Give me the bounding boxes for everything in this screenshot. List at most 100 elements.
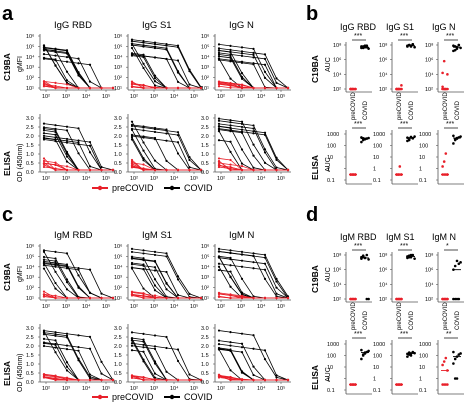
y-tick-label: 10⁵ <box>201 43 209 50</box>
precovid-series-line-point <box>54 161 57 164</box>
covid-series-line-point <box>65 280 69 284</box>
covid-series-line-point <box>176 59 180 62</box>
x-tick-label: 10² <box>217 176 225 182</box>
y-tick-label: 1.0 <box>114 362 122 368</box>
precovid-series-line-point <box>176 296 180 300</box>
x-tick-label: 10⁵ <box>102 303 110 310</box>
y-tick-label: 0.0 <box>114 380 122 386</box>
covid-point <box>453 48 457 52</box>
precovid-series-line-point <box>54 377 57 380</box>
covid-series-line-point <box>42 134 46 137</box>
y-tick-label: 10⁶ <box>333 57 341 64</box>
precovid-series-line-point <box>100 296 103 300</box>
covid-series-line-point <box>88 377 92 380</box>
precovid-point <box>446 73 449 76</box>
precovid-series-line-point <box>100 86 103 90</box>
covid-series-line <box>131 139 201 171</box>
covid-series-line-point <box>42 261 46 265</box>
covid-series-line-point <box>217 125 221 128</box>
x-tick-label: 10³ <box>150 304 158 310</box>
covid-series-line-point <box>229 48 232 51</box>
precovid-series-line-point <box>65 86 69 90</box>
x-tick-label: 10⁵ <box>102 385 110 392</box>
covid-series-line-point <box>188 158 191 162</box>
covid-series-line-point <box>42 53 46 56</box>
covid-series-line-point <box>153 260 157 263</box>
x-tick-label: 10⁴ <box>170 93 179 100</box>
y-tick-label: 0.5 <box>114 371 122 377</box>
covid-series-line-point <box>217 247 221 250</box>
y-tick-label: 10² <box>425 87 433 93</box>
x-tick-label: 10⁵ <box>277 175 285 182</box>
covid-point <box>411 42 415 46</box>
y-tick-label: 1.0 <box>201 152 209 158</box>
covid-series-line-point <box>188 292 191 295</box>
y-tick-label: 2.0 <box>201 344 209 350</box>
y-tick-label: 2.5 <box>201 335 209 341</box>
covid-series-line-point <box>142 257 145 260</box>
covid-series-line-point <box>217 47 221 50</box>
y-tick-label: 10² <box>114 286 122 292</box>
precovid-series-line-point <box>176 168 180 172</box>
y-tick-label: 10⁴ <box>333 281 342 288</box>
row-label-c19ba: C19BA <box>310 265 320 293</box>
column-title: IgM RBD <box>340 232 377 242</box>
precovid-series-line-point <box>142 376 145 379</box>
y-tick-label: 0.1 <box>419 388 427 394</box>
precovid-series-line-point <box>286 86 290 90</box>
covid-point <box>367 349 370 353</box>
x-tick-label: 10² <box>130 304 138 310</box>
covid-series-line-point <box>188 166 191 169</box>
precovid-series-line-point <box>54 294 57 297</box>
covid-series-line-point <box>165 346 168 350</box>
group-label-precovid: preCOVID <box>397 92 403 120</box>
covid-series-line-point <box>229 249 232 252</box>
precovid-series-line-point <box>54 163 57 166</box>
covid-series-line-point <box>188 83 191 86</box>
covid-series-line-point <box>165 370 168 373</box>
covid-series-line-point <box>77 141 80 144</box>
covid-series-line-point <box>229 54 232 58</box>
covid-series-line-point <box>65 152 69 155</box>
covid-series-line-point <box>275 376 278 379</box>
column-title: IgM S1 <box>142 230 172 241</box>
covid-series-line-point <box>142 159 145 162</box>
covid-series-line-point <box>217 347 221 351</box>
precovid-series-line-point <box>54 375 57 378</box>
significance-label: * <box>446 243 449 250</box>
y-tick-label: 0.0 <box>114 170 122 176</box>
precovid-series-line-point <box>65 378 69 382</box>
covid-series-line-point <box>252 365 255 368</box>
y-tick-label: 10² <box>333 297 341 303</box>
covid-series-line-point <box>130 247 134 250</box>
precovid-series-line-point <box>100 378 103 382</box>
y-tick-label: 0.1 <box>373 178 381 184</box>
precovid-series-line-point <box>229 296 232 300</box>
covid-series-line-point <box>240 332 244 335</box>
precovid-series-line-point <box>275 296 278 300</box>
covid-series-line-point <box>153 345 157 348</box>
covid-series-line-point <box>229 341 232 344</box>
precovid-series-line-point <box>188 378 191 382</box>
y-tick-label: 10² <box>425 297 433 303</box>
covid-series-line-point <box>153 80 157 83</box>
y-tick-label: 10⁸ <box>379 42 387 49</box>
covid-series-line-point <box>77 274 80 277</box>
covid-series-line-point <box>54 64 57 67</box>
covid-series-line-point <box>275 295 278 298</box>
covid-series-line-point <box>176 152 180 155</box>
y-tick-label: 10⁴ <box>26 54 35 61</box>
x-tick-label: 10² <box>217 304 225 310</box>
legend-covid-label: COVID <box>184 392 213 402</box>
row-label-elisa: ELISA <box>2 151 12 176</box>
covid-series-line-point <box>229 275 232 279</box>
covid-series-line-point <box>217 250 221 253</box>
y-tick-label: 10⁶ <box>114 33 122 40</box>
precovid-point <box>444 152 448 155</box>
precovid-series-line-point <box>229 86 232 89</box>
precovid-point <box>442 59 446 63</box>
covid-series-line-point <box>65 160 69 163</box>
covid-series-line-point <box>176 71 180 74</box>
y-tick-label: 0.0 <box>26 380 34 386</box>
covid-series-line-point <box>130 342 134 345</box>
